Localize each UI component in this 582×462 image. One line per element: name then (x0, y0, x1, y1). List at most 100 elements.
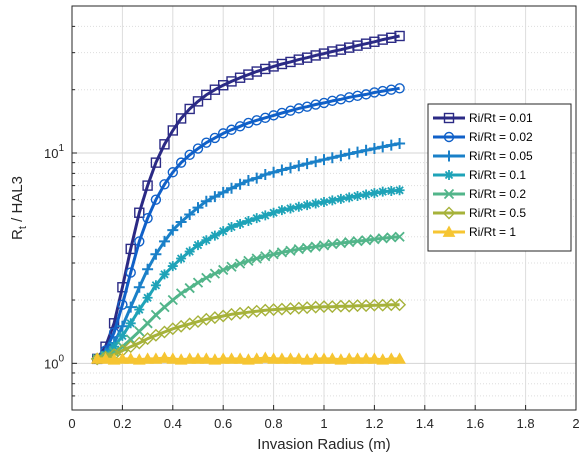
data-point (125, 301, 137, 313)
y-axis-label: Rt / HAL3 (9, 176, 29, 240)
data-point (167, 224, 179, 236)
data-point (268, 249, 279, 260)
legend-label: Ri/Rt = 0.01 (469, 111, 533, 125)
x-tick-label: 0 (68, 416, 75, 431)
data-point (90, 352, 104, 364)
data-point (184, 209, 196, 221)
data-point (394, 83, 405, 94)
data-point (183, 352, 197, 364)
data-point (158, 351, 171, 363)
data-point (242, 353, 255, 365)
data-point (150, 194, 162, 205)
data-point (142, 212, 153, 224)
x-tick-label: 1.2 (365, 416, 383, 431)
data-point (325, 352, 339, 364)
data-point (384, 352, 398, 364)
data-point (352, 190, 363, 201)
data-point (167, 167, 179, 178)
x-tick-label: 0.6 (214, 416, 232, 431)
data-point (377, 186, 388, 197)
data-point (351, 299, 365, 313)
x-tick-label: 1 (320, 416, 327, 431)
data-point (193, 240, 203, 251)
series-layer (90, 30, 407, 366)
data-point (242, 175, 254, 187)
data-point (209, 191, 221, 203)
data-point (134, 207, 145, 218)
series-3 (91, 137, 406, 365)
legend-item: Ri/Rt = 0.02 (433, 130, 533, 144)
data-point (209, 132, 221, 144)
data-point (260, 210, 271, 221)
data-point (201, 235, 212, 246)
data-point (125, 267, 136, 278)
legend-label: Ri/Rt = 0.02 (469, 130, 533, 144)
data-point (335, 150, 347, 162)
data-point (276, 247, 288, 258)
data-point (302, 200, 313, 211)
data-point (218, 226, 229, 237)
data-point (326, 152, 338, 164)
data-point (192, 202, 204, 214)
data-point (192, 277, 204, 288)
data-point (259, 169, 271, 181)
data-point (318, 154, 330, 166)
legend-marker (442, 225, 456, 237)
series-line (96, 303, 400, 361)
data-point (124, 340, 138, 354)
data-point (361, 189, 372, 200)
data-point (385, 139, 397, 151)
data-point (342, 352, 356, 364)
data-point (141, 352, 154, 364)
data-point (327, 238, 338, 250)
data-point (125, 318, 136, 329)
legend-item: Ri/Rt = 0.2 (433, 187, 526, 201)
data-point (317, 352, 331, 364)
data-point (234, 178, 246, 190)
legend: Ri/Rt = 0.01 Ri/Rt = 0.02 Ri/Rt = 0.05 Ri/R… (427, 103, 572, 252)
data-point (142, 263, 154, 275)
x-tick-label: 0.8 (265, 416, 283, 431)
data-point (132, 353, 146, 365)
data-point (192, 96, 204, 107)
data-point (201, 272, 212, 283)
x-tick-label: 2 (572, 416, 579, 431)
data-point (166, 352, 180, 364)
data-point (275, 352, 289, 364)
data-point (174, 353, 188, 365)
y-axis-label-group: Rt / HAL3 (9, 176, 29, 240)
data-point (150, 280, 161, 291)
data-point (134, 304, 145, 315)
data-point (175, 157, 187, 168)
data-point (184, 103, 195, 115)
x-tick-label: 0.2 (113, 416, 131, 431)
data-point (158, 235, 170, 247)
data-point (235, 218, 246, 229)
legend-label: Ri/Rt = 0.2 (469, 187, 526, 201)
data-point (142, 180, 153, 191)
data-point (268, 207, 279, 218)
data-point (175, 216, 187, 228)
data-point (251, 172, 263, 184)
data-point (159, 139, 170, 150)
legend-label: Ri/Rt = 1 (469, 225, 516, 239)
data-point (116, 352, 129, 364)
data-point (394, 137, 406, 149)
data-point (335, 193, 346, 204)
series-4 (92, 185, 405, 364)
y-axis-label-main: R (9, 229, 26, 240)
y-tick-label-exponent: 1 (58, 143, 64, 154)
data-point (199, 352, 213, 364)
data-point (167, 261, 178, 272)
data-point (292, 352, 306, 364)
legend-marker (443, 188, 455, 200)
x-tick-label: 1.4 (416, 416, 434, 431)
data-point (99, 352, 112, 364)
data-point (276, 205, 287, 216)
data-point (284, 352, 297, 364)
data-point (225, 352, 238, 364)
data-point (393, 298, 407, 312)
y-axis-label-subscript: t (17, 226, 29, 229)
data-point (184, 282, 195, 294)
series-7 (90, 351, 406, 365)
